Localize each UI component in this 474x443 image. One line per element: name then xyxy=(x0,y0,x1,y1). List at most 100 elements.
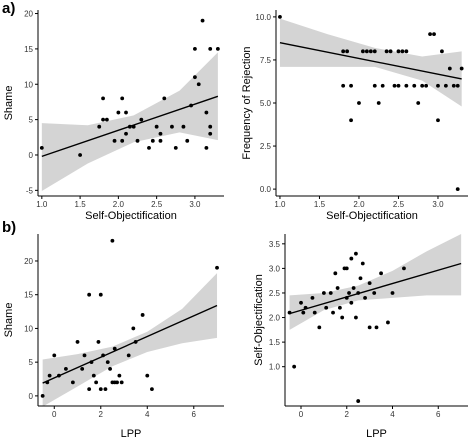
data-point-35 xyxy=(215,265,219,270)
data-point-27 xyxy=(117,373,122,378)
y-tick-label-4: 15 xyxy=(24,45,33,54)
data-point-22 xyxy=(170,124,174,129)
chart-a-right-rejection-vs-self-objectification: 1.0 1.5 2.0 2.5 3.0 0.0 2.5 5.0 7.5 10.0 Self-Obje… xyxy=(241,10,468,222)
data-point-35 xyxy=(386,320,390,325)
data-point-3 xyxy=(52,353,57,358)
data-point-2 xyxy=(47,373,52,378)
data-point-12 xyxy=(376,101,381,105)
data-point-22 xyxy=(412,83,417,88)
data-point-27 xyxy=(432,32,436,37)
data-point-30 xyxy=(131,326,136,331)
data-point-1 xyxy=(78,153,82,157)
panel-label-a: a) xyxy=(2,0,15,17)
data-point-33 xyxy=(374,325,379,330)
data-point-25 xyxy=(356,291,361,295)
data-point-29 xyxy=(196,82,201,87)
data-point-4 xyxy=(101,117,105,122)
x-tick-label-1: 2 xyxy=(345,410,350,419)
data-point-14 xyxy=(94,380,99,385)
y-tick-label-1: 0 xyxy=(29,151,34,160)
data-point-1 xyxy=(341,49,346,54)
data-point-15 xyxy=(96,340,101,344)
data-point-8 xyxy=(321,291,326,295)
data-point-17 xyxy=(396,49,401,54)
data-point-9 xyxy=(324,305,329,310)
data-point-8 xyxy=(80,367,85,371)
data-point-18 xyxy=(101,353,105,358)
data-point-13 xyxy=(335,286,340,290)
y-tick-label-2: 2.0 xyxy=(269,314,281,323)
data-point-2 xyxy=(299,300,303,305)
y-axis-title: Shame xyxy=(3,86,15,121)
data-point-21 xyxy=(162,96,167,101)
data-point-28 xyxy=(119,380,124,385)
data-point-5 xyxy=(349,83,353,88)
data-point-13 xyxy=(91,373,96,378)
data-point-27 xyxy=(193,75,197,80)
y-tick-label-0: 1.0 xyxy=(269,363,281,372)
data-point-31 xyxy=(204,110,209,115)
x-axis-title: LPP xyxy=(121,428,142,440)
data-point-25 xyxy=(185,138,190,143)
regression-line xyxy=(42,304,218,384)
chart-b-left-shame-vs-lpp: 0 2 4 6 0 5 10 15 20 LPP Shame xyxy=(3,234,224,440)
x-tick-label-1: 1.5 xyxy=(314,200,326,209)
y-axis-title: Self-Objectification xyxy=(253,274,265,366)
x-axis-title: Self-Objectification xyxy=(85,210,177,222)
data-point-15 xyxy=(139,117,144,122)
data-point-32 xyxy=(447,66,452,71)
data-point-6 xyxy=(312,310,317,315)
confidence-band xyxy=(279,18,462,107)
data-point-23 xyxy=(416,101,421,105)
data-point-19 xyxy=(400,49,405,54)
data-point-30 xyxy=(440,49,444,54)
y-tick-label-3: 10 xyxy=(24,80,33,89)
confidence-band xyxy=(41,52,218,192)
data-point-20 xyxy=(404,49,409,54)
data-point-0 xyxy=(278,14,282,19)
data-point-0 xyxy=(40,393,45,398)
data-point-30 xyxy=(367,281,372,286)
data-point-19 xyxy=(103,387,108,392)
data-point-2 xyxy=(97,124,102,129)
data-point-34 xyxy=(379,271,383,276)
data-point-14 xyxy=(384,49,389,54)
data-point-31 xyxy=(367,325,372,330)
data-point-3 xyxy=(301,310,306,315)
data-point-0 xyxy=(287,310,292,315)
data-point-26 xyxy=(356,399,361,403)
data-point-36 xyxy=(390,291,395,295)
data-point-22 xyxy=(351,286,356,290)
data-point-10 xyxy=(87,292,92,297)
data-point-7 xyxy=(361,49,365,54)
y-tick-label-4: 3.0 xyxy=(269,264,281,273)
y-tick-label-1: 5 xyxy=(29,358,34,367)
data-point-0 xyxy=(39,146,44,150)
data-point-17 xyxy=(98,387,103,392)
y-axis-title: Frequency of Rejection xyxy=(241,46,253,159)
data-point-21 xyxy=(404,83,409,88)
data-point-34 xyxy=(208,131,213,136)
panel-label-b: b) xyxy=(2,219,16,236)
x-tick-label-2: 2.0 xyxy=(353,200,365,209)
x-axis-title: LPP xyxy=(366,428,387,440)
x-tick-label-1: 1.5 xyxy=(75,200,87,209)
data-point-10 xyxy=(372,49,377,54)
data-point-10 xyxy=(328,291,333,295)
x-tick-label-4: 3.0 xyxy=(432,200,444,209)
x-tick-label-2: 4 xyxy=(145,410,150,419)
data-point-20 xyxy=(349,256,354,261)
y-tick-label-4: 10.0 xyxy=(255,13,271,22)
data-point-37 xyxy=(402,266,406,271)
y-tick-label-1: 2.5 xyxy=(260,142,272,151)
data-point-29 xyxy=(363,295,367,300)
data-point-11 xyxy=(331,310,335,315)
data-point-3 xyxy=(101,96,105,101)
confidence-band xyxy=(289,234,462,330)
data-point-19 xyxy=(347,291,351,295)
data-point-17 xyxy=(344,295,349,300)
data-point-29 xyxy=(126,353,131,358)
regression-line xyxy=(289,262,462,315)
data-point-9 xyxy=(120,96,125,101)
